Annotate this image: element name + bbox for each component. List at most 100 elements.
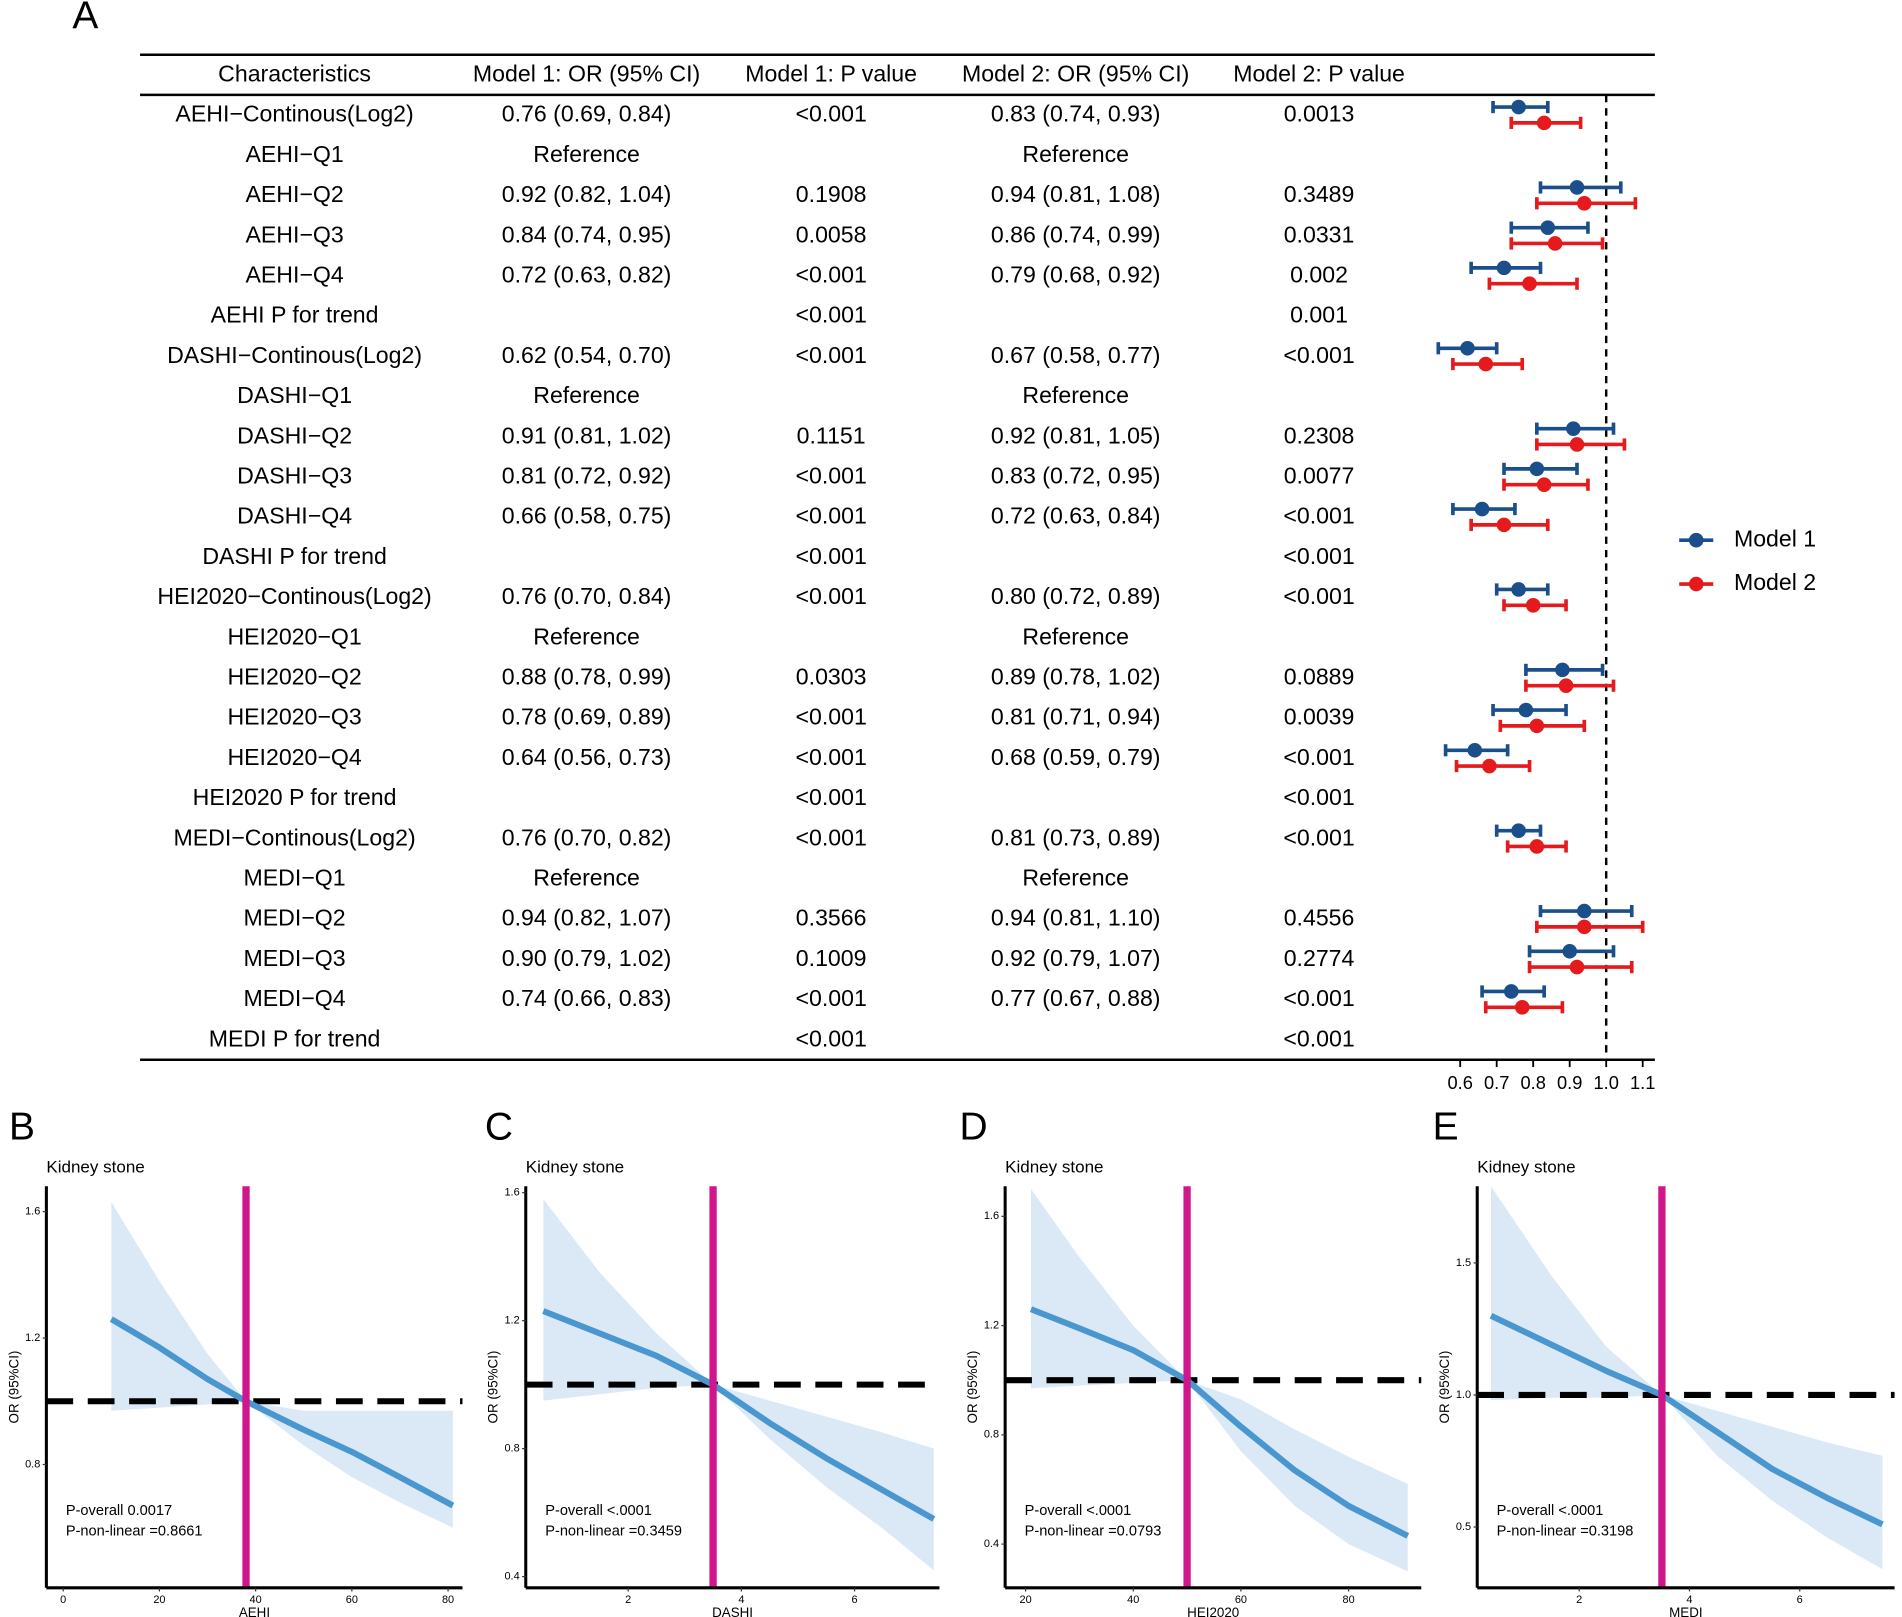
subtitle: Kidney stone	[1005, 1158, 1103, 1177]
table-cell: <0.001	[795, 744, 866, 770]
confidence-band	[1030, 1189, 1408, 1572]
table-cell: <0.001	[1283, 543, 1354, 569]
table-cell: Reference	[533, 864, 640, 890]
point	[1496, 517, 1512, 533]
spline-curve	[542, 1308, 936, 1522]
row-label: AEHI−Q3	[245, 221, 343, 247]
table-cell: 0.88 (0.78, 0.99)	[502, 663, 672, 689]
x-tick-label: 6	[852, 1594, 858, 1606]
subtitle: Kidney stone	[526, 1158, 624, 1177]
point	[1569, 437, 1585, 452]
row-label: HEI2020−Q3	[227, 704, 361, 730]
annotation: P-non-linear =0.3198	[1497, 1524, 1634, 1540]
table-cell: 0.0077	[1284, 462, 1355, 488]
subtitle: Kidney stone	[46, 1158, 144, 1177]
point	[1562, 943, 1577, 959]
table-cell: 0.77 (0.67, 0.88)	[991, 985, 1161, 1011]
point	[1576, 919, 1592, 935]
table-cell: 0.81 (0.71, 0.94)	[991, 704, 1161, 730]
row-label: AEHI−Q1	[245, 141, 343, 167]
table-cell: 0.1908	[796, 181, 867, 207]
table-cell: <0.001	[795, 261, 866, 287]
point	[1514, 999, 1530, 1015]
y-tick-label: 0.5	[1456, 1521, 1471, 1533]
point	[1518, 702, 1534, 718]
x-axis-label: MEDI	[1669, 1605, 1702, 1617]
row-label: HEI2020−Continous(Log2)	[157, 583, 431, 609]
y-tick-label: 1.6	[25, 1205, 40, 1217]
table-cell: 0.92 (0.79, 1.07)	[991, 945, 1161, 971]
row-label: MEDI−Q2	[244, 905, 346, 931]
x-tick-label: 2	[1576, 1594, 1582, 1606]
column-header: Model 2: OR (95% CI)	[962, 61, 1189, 87]
y-axis-label: OR (95%CI)	[965, 1351, 980, 1424]
annotation: P-overall <.0001	[545, 1503, 652, 1519]
x-axis-label: HEI2020	[1187, 1605, 1239, 1617]
row-label: DASHI−Q1	[237, 382, 352, 408]
table-cell: Reference	[1022, 382, 1129, 408]
row-label: MEDI P for trend	[209, 1025, 381, 1051]
row-label: MEDI−Q3	[244, 945, 346, 971]
y-tick-label: 0.8	[984, 1429, 999, 1441]
y-tick-label: 1.0	[1456, 1389, 1471, 1401]
y-tick-label: 0.4	[504, 1570, 519, 1582]
table-cell: <0.001	[1283, 985, 1354, 1011]
table-cell: <0.001	[795, 462, 866, 488]
table-cell: 0.79 (0.68, 0.92)	[991, 261, 1161, 287]
table-cell: 0.78 (0.69, 0.89)	[502, 704, 672, 730]
row-label: AEHI P for trend	[211, 302, 379, 328]
panel-label: A	[72, 0, 98, 38]
annotation: P-overall <.0001	[1497, 1503, 1604, 1519]
y-tick-label: 1.6	[984, 1210, 999, 1222]
row-label: MEDI−Q4	[244, 985, 346, 1011]
row-label: HEI2020−Q1	[227, 623, 361, 649]
x-tick-label: 60	[1235, 1594, 1247, 1606]
table-cell: 0.3489	[1284, 181, 1355, 207]
row-label: DASHI−Q3	[237, 462, 352, 488]
column-header: Model 2: P value	[1233, 61, 1405, 87]
column-header: Characteristics	[218, 61, 371, 87]
x-tick-label: 80	[1342, 1594, 1354, 1606]
table-cell: <0.001	[795, 704, 866, 730]
row-label: DASHI−Continous(Log2)	[167, 342, 422, 368]
point	[1576, 903, 1592, 919]
table-cell: 0.89 (0.78, 1.02)	[991, 663, 1161, 689]
table-cell: <0.001	[1283, 744, 1354, 770]
legend-label: Model 1	[1734, 525, 1816, 551]
table-cell: 0.0039	[1284, 704, 1355, 730]
y-tick-label: 1.6	[504, 1187, 519, 1199]
legend-swatch	[1688, 532, 1704, 548]
table-cell: 0.92 (0.81, 1.05)	[991, 422, 1161, 448]
confidence-band	[543, 1199, 934, 1571]
table-cell: Reference	[1022, 864, 1129, 890]
x-tick-label: 0	[60, 1594, 66, 1606]
table-cell: <0.001	[795, 1025, 866, 1051]
table-cell: 0.002	[1290, 261, 1348, 287]
point	[1540, 220, 1556, 235]
x-tick-label: 2	[625, 1594, 631, 1606]
table-cell: 0.83 (0.74, 0.93)	[991, 101, 1161, 127]
table-cell: 0.67 (0.58, 0.77)	[991, 342, 1161, 368]
table-cell: <0.001	[795, 543, 866, 569]
table-cell: 0.2774	[1284, 945, 1355, 971]
table-cell: 0.3566	[796, 905, 867, 931]
point	[1503, 984, 1519, 999]
x-tick-label: 20	[153, 1594, 165, 1606]
table-cell: 0.64 (0.56, 0.73)	[502, 744, 672, 770]
point	[1569, 180, 1585, 195]
point	[1529, 839, 1545, 854]
row-label: DASHI P for trend	[202, 543, 387, 569]
point	[1460, 340, 1475, 356]
table-cell: 0.83 (0.72, 0.95)	[991, 462, 1161, 488]
row-label: DASHI−Q4	[237, 503, 352, 529]
x-tick-label: 1.1	[1630, 1072, 1655, 1093]
y-tick-label: 1.2	[504, 1315, 519, 1327]
annotation: P-non-linear =0.8661	[66, 1524, 203, 1540]
row-label: HEI2020 P for trend	[193, 784, 397, 810]
table-cell: <0.001	[795, 985, 866, 1011]
x-tick-label: 40	[1127, 1594, 1139, 1606]
annotation: P-non-linear =0.3459	[545, 1524, 682, 1540]
table-cell: <0.001	[1283, 784, 1354, 810]
x-tick-label: 6	[1797, 1594, 1803, 1606]
